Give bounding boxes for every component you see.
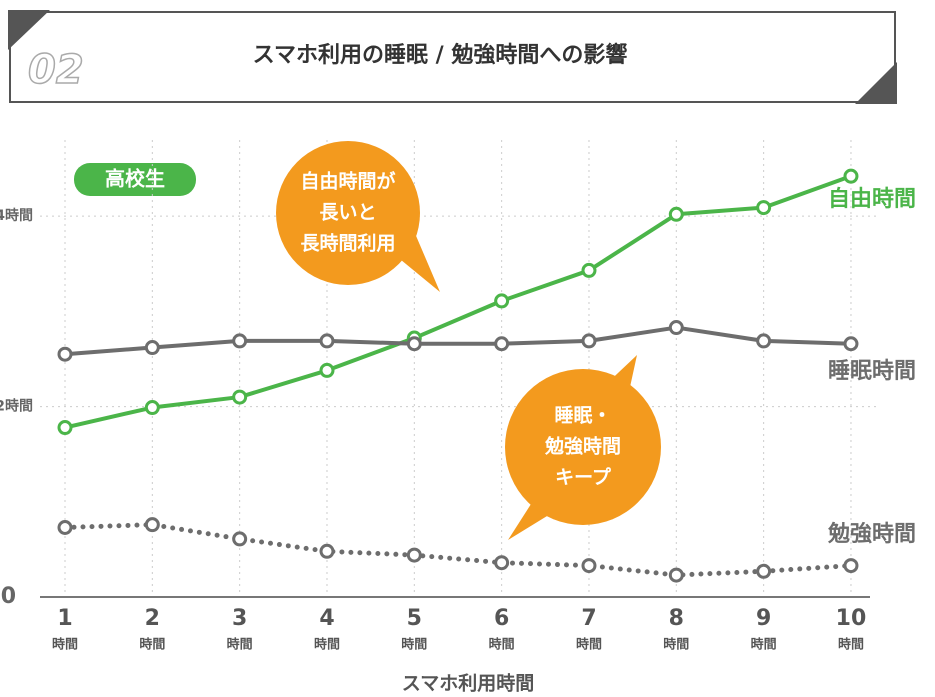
- group-label: 高校生: [105, 167, 165, 191]
- x-tick-label: 5: [407, 606, 422, 631]
- point: [843, 336, 859, 352]
- annotation-text: 長時間利用: [300, 233, 395, 255]
- x-tick-unit: 時間: [139, 637, 165, 653]
- point: [319, 543, 335, 559]
- point: [581, 262, 597, 278]
- point: [668, 567, 684, 583]
- annotation-text: 睡眠・: [554, 405, 611, 427]
- point: [494, 555, 510, 571]
- x-tick-label: 1: [57, 606, 72, 631]
- point: [756, 333, 772, 349]
- point: [756, 200, 772, 216]
- bubble: [505, 369, 661, 525]
- point: [232, 531, 248, 547]
- point: [57, 346, 73, 362]
- x-tick-label: 7: [581, 606, 596, 631]
- x-tick-unit: 時間: [52, 637, 78, 653]
- annotation-text: 勉強時間: [544, 435, 621, 458]
- point: [843, 558, 859, 574]
- x-tick-label: 3: [232, 606, 247, 631]
- point: [668, 206, 684, 222]
- point: [319, 333, 335, 349]
- annotation-text: キープ: [555, 466, 612, 489]
- x-tick-label: 8: [669, 606, 684, 631]
- point: [57, 519, 73, 535]
- group-badge: [74, 163, 196, 196]
- series-label: 自由時間: [828, 186, 916, 212]
- point: [144, 340, 160, 356]
- series-line: [63, 174, 853, 430]
- header-corner: [855, 62, 897, 104]
- point: [232, 389, 248, 405]
- series-label: 勉強時間: [827, 521, 916, 547]
- x-tick-label: 6: [494, 606, 509, 631]
- x-tick-unit: 時間: [663, 637, 689, 653]
- point: [406, 336, 422, 352]
- point: [319, 362, 335, 378]
- x-tick-unit: 時間: [314, 637, 340, 653]
- y-tick-label: 0: [1, 584, 16, 609]
- x-tick-unit: 時間: [751, 637, 777, 653]
- point: [406, 547, 422, 563]
- point: [494, 293, 510, 309]
- header-box: [9, 11, 896, 103]
- series-label: 睡眠時間: [828, 359, 916, 384]
- x-tick-unit: 時間: [401, 637, 427, 653]
- point: [494, 336, 510, 352]
- annotation-text: 長いと: [319, 202, 376, 224]
- x-tick-label: 4: [319, 606, 334, 631]
- point: [756, 563, 772, 579]
- point: [144, 400, 160, 416]
- series-line: [62, 522, 854, 578]
- x-tick-unit: 時間: [838, 637, 864, 653]
- x-tick-label: 9: [756, 606, 771, 631]
- chart-title: スマホ利用の睡眠 / 勉強時間への影響: [253, 42, 628, 68]
- x-tick-label: 10: [836, 606, 867, 631]
- point: [144, 517, 160, 533]
- annotation-text: 自由時間が: [300, 170, 395, 193]
- x-axis-label: スマホ利用時間: [402, 673, 534, 695]
- header-badge: 02: [28, 47, 84, 93]
- x-tick-unit: 時間: [576, 637, 602, 653]
- point: [232, 333, 248, 349]
- point: [668, 320, 684, 336]
- point: [581, 558, 597, 574]
- x-tick-unit: 時間: [489, 637, 515, 653]
- x-tick-label: 2: [145, 606, 160, 631]
- y-tick-label: 4時間: [0, 207, 33, 224]
- bubble: [276, 141, 420, 285]
- series-line: [63, 325, 853, 357]
- point: [843, 168, 859, 184]
- point: [57, 420, 73, 436]
- y-tick-label: 2時間: [0, 398, 33, 415]
- point: [581, 333, 597, 349]
- x-tick-unit: 時間: [227, 637, 253, 653]
- header-corner: [8, 10, 50, 50]
